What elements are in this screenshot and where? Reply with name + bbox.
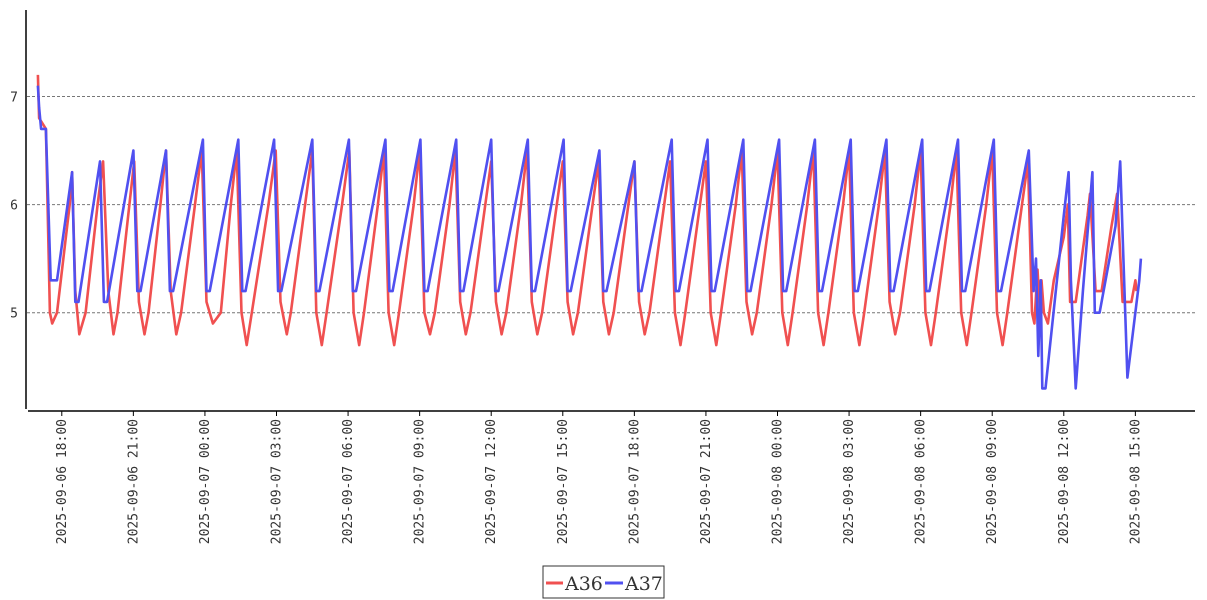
x-tick-label: 2025-09-07 18:00 xyxy=(627,419,642,544)
legend-box xyxy=(542,565,665,599)
x-tick-label: 2025-09-08 06:00 xyxy=(914,419,929,544)
x-tick-label: 2025-09-08 03:00 xyxy=(842,419,857,544)
x-tick-label: 2025-09-08 15:00 xyxy=(1128,419,1143,544)
series-line-a37 xyxy=(36,85,1143,390)
legend-label-a36: A36 xyxy=(564,573,603,595)
series-lines xyxy=(36,74,1143,390)
y-tick-label: 7 xyxy=(10,90,18,105)
x-tick-label: 2025-09-08 09:00 xyxy=(985,419,1000,544)
x-tick-label: 2025-09-06 21:00 xyxy=(126,419,141,544)
x-axis-tick-labels: 2025-09-06 18:00 2025-09-06 21:00 2025-09-… xyxy=(55,419,1144,544)
x-tick-label: 2025-09-08 00:00 xyxy=(771,419,786,544)
y-tick-label: 6 xyxy=(10,199,18,214)
x-tick-label: 2025-09-07 03:00 xyxy=(270,419,285,544)
x-axis-ticks xyxy=(61,411,1136,416)
x-tick-label: 2025-09-07 09:00 xyxy=(413,419,428,544)
y-tick-label: 5 xyxy=(10,307,18,322)
x-tick-label: 2025-09-06 18:00 xyxy=(55,419,70,544)
x-tick-label: 2025-09-08 12:00 xyxy=(1057,419,1072,544)
legend: A36 A37 xyxy=(542,565,665,599)
x-tick-label: 2025-09-07 06:00 xyxy=(341,419,356,544)
y-axis-tick-labels: 5 6 7 xyxy=(10,90,18,321)
x-tick-label: 2025-09-07 15:00 xyxy=(556,419,571,544)
x-tick-label: 2025-09-07 12:00 xyxy=(484,419,499,544)
x-tick-label: 2025-09-07 21:00 xyxy=(699,419,714,544)
legend-label-a37: A37 xyxy=(624,573,663,595)
x-tick-label: 2025-09-07 00:00 xyxy=(198,419,213,544)
